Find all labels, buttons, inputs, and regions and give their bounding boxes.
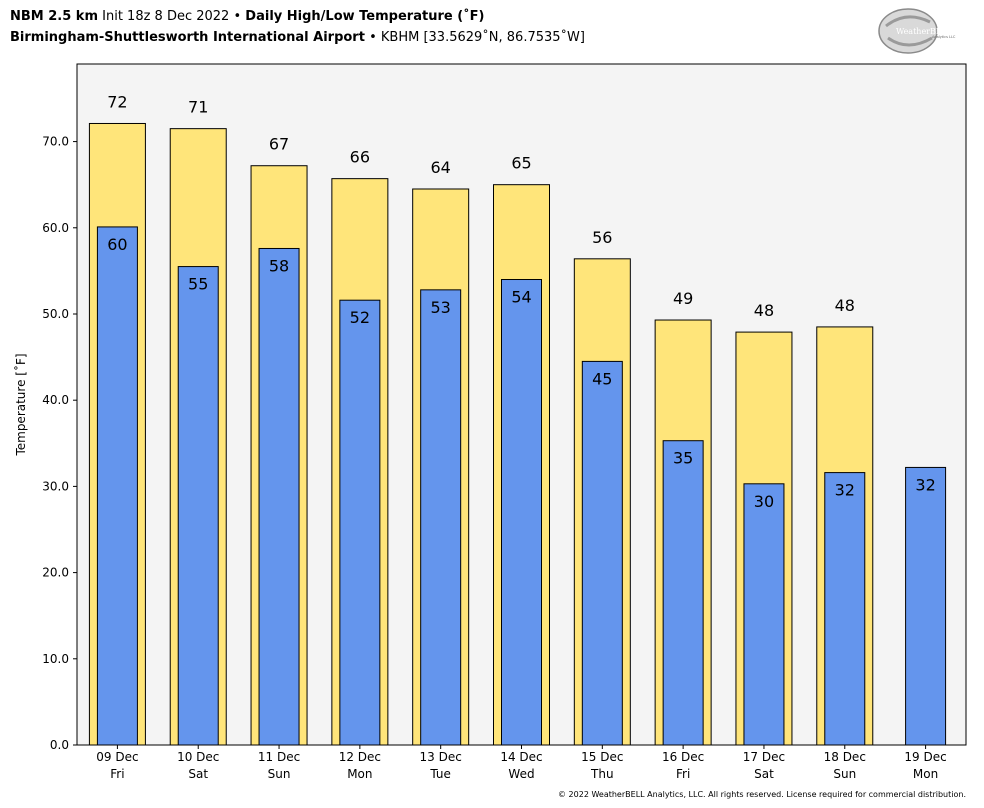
- x-tick-date-label: 15 Dec: [581, 750, 623, 764]
- low-bar: [824, 472, 866, 746]
- low-bar: [339, 299, 381, 746]
- x-tick-date-label: 10 Dec: [177, 750, 219, 764]
- low-value-label: 60: [107, 235, 127, 254]
- low-bar: [662, 440, 704, 746]
- low-bar: [581, 360, 623, 746]
- x-tick-day-label: Mon: [347, 767, 372, 781]
- y-tick-label: 50.0: [42, 307, 69, 321]
- y-tick-label: 40.0: [42, 393, 69, 407]
- y-tick-label: 10.0: [42, 652, 69, 666]
- x-tick-date-label: 17 Dec: [743, 750, 785, 764]
- x-tick-date-label: 19 Dec: [904, 750, 946, 764]
- low-value-label: 32: [835, 481, 855, 500]
- logo-text: WeatherBELL: [896, 27, 953, 36]
- model-name: NBM 2.5 km: [10, 9, 98, 24]
- low-bar: [905, 466, 947, 746]
- low-value-label: 32: [915, 475, 935, 494]
- y-tick-label: 70.0: [42, 135, 69, 149]
- logo-subtext: Analytics LLC: [932, 35, 956, 39]
- low-bar: [501, 279, 542, 746]
- y-tick-label: 30.0: [42, 479, 69, 493]
- x-tick-day-label: Tue: [429, 767, 451, 781]
- high-value-label: 65: [511, 154, 531, 173]
- high-value-label: 66: [350, 148, 370, 167]
- low-bar: [258, 247, 300, 746]
- high-value-label: 72: [107, 92, 127, 111]
- high-value-label: 71: [188, 98, 208, 117]
- x-tick-day-label: Wed: [508, 767, 534, 781]
- x-tick-date-label: 09 Dec: [96, 750, 138, 764]
- x-tick-day-label: Thu: [590, 767, 614, 781]
- low-bar: [743, 483, 785, 746]
- station-info: KBHM [33.5629˚N, 86.7535˚W]: [380, 30, 585, 45]
- x-tick-day-label: Sun: [268, 767, 291, 781]
- low-value-label: 58: [269, 256, 289, 275]
- x-tick-day-label: Sat: [754, 767, 774, 781]
- x-tick-date-label: 11 Dec: [258, 750, 300, 764]
- x-tick-date-label: 14 Dec: [500, 750, 542, 764]
- x-tick-date-label: 12 Dec: [339, 750, 381, 764]
- copyright-notice: © 2022 WeatherBELL Analytics, LLC. All r…: [558, 790, 966, 799]
- low-bars: [96, 226, 947, 746]
- x-tick-date-label: 16 Dec: [662, 750, 704, 764]
- low-value-label: 55: [188, 275, 208, 294]
- x-tick-date-label: 18 Dec: [824, 750, 866, 764]
- product-title: Daily High/Low Temperature (˚F): [245, 9, 485, 24]
- high-value-label: 67: [269, 135, 289, 154]
- y-tick-label: 20.0: [42, 566, 69, 580]
- y-axis: 0.0 10.0 20.0 30.0 40.0 50.0 60.0 70.0: [42, 135, 77, 752]
- high-value-label: 49: [673, 289, 693, 308]
- x-tick-day-label: Sat: [188, 767, 208, 781]
- init-time: Init 18z 8 Dec 2022: [102, 9, 230, 24]
- weatherbell-logo: WeatherBELL Analytics LLC: [878, 8, 956, 54]
- low-value-label: 45: [592, 369, 612, 388]
- high-value-label: 48: [754, 301, 774, 320]
- header-line-2: Birmingham-Shuttlesworth International A…: [10, 27, 870, 48]
- low-value-label: 53: [431, 298, 451, 317]
- header-line-1: NBM 2.5 km Init 18z 8 Dec 2022 • Daily H…: [10, 6, 870, 27]
- y-tick-label: 0.0: [50, 738, 69, 752]
- x-tick-date-label: 13 Dec: [420, 750, 462, 764]
- data-labels: 72 60 71 55 67 58 66 52 64 53 65 54 56 45 49 35 48 30 48 32…: [107, 92, 936, 510]
- chart-header: NBM 2.5 km Init 18z 8 Dec 2022 • Daily H…: [10, 6, 870, 48]
- x-axis: 09 Dec Fri 10 Dec Sat 11 Dec Sun 12 Dec Mon 13 D…: [96, 745, 947, 781]
- x-tick-day-label: Mon: [913, 767, 938, 781]
- high-value-label: 64: [431, 158, 451, 177]
- low-bar: [96, 226, 138, 746]
- low-bar: [420, 289, 462, 746]
- x-tick-day-label: Fri: [676, 767, 690, 781]
- x-tick-day-label: Sun: [833, 767, 856, 781]
- low-value-label: 54: [511, 288, 531, 307]
- y-axis-label: Temperature [˚F]: [13, 353, 28, 456]
- y-tick-label: 60.0: [42, 221, 69, 235]
- low-value-label: 52: [350, 308, 370, 327]
- low-value-label: 35: [673, 449, 693, 468]
- station-name: Birmingham-Shuttlesworth International A…: [10, 30, 365, 45]
- high-value-label: 56: [592, 228, 612, 247]
- low-bar: [177, 266, 219, 746]
- x-tick-day-label: Fri: [110, 767, 124, 781]
- high-value-label: 48: [835, 296, 855, 315]
- low-value-label: 30: [754, 492, 774, 511]
- separator: •: [233, 9, 242, 24]
- separator: •: [369, 30, 377, 45]
